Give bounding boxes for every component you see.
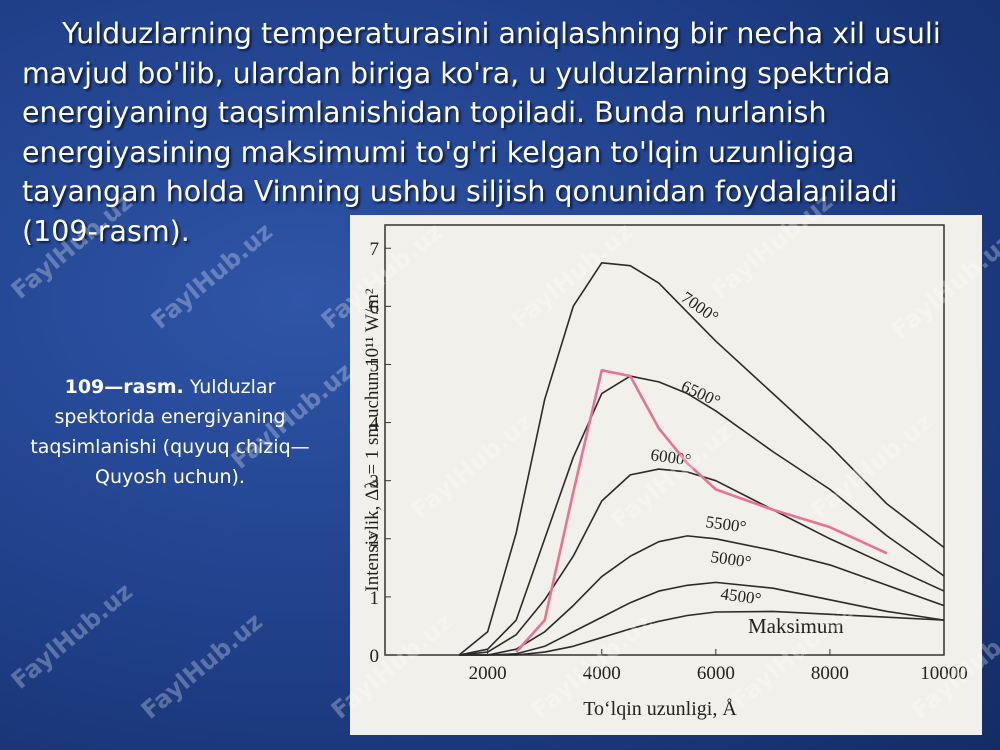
annotation: Maksimum (748, 614, 844, 638)
watermark: FaylHub.uz (6, 577, 138, 694)
caption: 109—rasm. Yulduzlar spektorida energiyan… (20, 372, 320, 492)
x-tick-label: 8000 (811, 663, 849, 684)
y-axis-label: Intensivlik, Δλ = 1 sm uchun 10¹¹ W/m² (362, 288, 383, 592)
caption-bold: 109—rasm. (64, 376, 184, 398)
y-tick-label: 3 (370, 472, 380, 493)
series-line (458, 261, 945, 656)
y-tick-label: 4 (370, 414, 380, 435)
y-tick-label: 6 (370, 297, 380, 318)
series-line (459, 581, 945, 656)
plot-frame (384, 224, 945, 656)
x-axis-label: To‘lqin uzunligi, Å (583, 698, 737, 720)
paragraph: Yulduzlarning temperaturasini aniqlashni… (22, 17, 941, 248)
x-tick-label: 2000 (469, 663, 507, 684)
series-line (459, 468, 945, 656)
figure: To‘lqin uzunligi, Å Intensivlik, Δλ = 1 … (350, 215, 982, 735)
y-tick-label: 5 (370, 355, 380, 376)
y-tick-label: 1 (370, 588, 380, 609)
x-tick-label: 10000 (920, 663, 968, 684)
figure-paper (350, 215, 982, 735)
caption-text: Yulduzlar spektorida energiyaning taqsim… (30, 376, 310, 488)
y-tick-label: 0 (370, 646, 380, 667)
series-line (459, 610, 945, 656)
series-line (458, 375, 945, 656)
y-tick-label: 7 (370, 239, 380, 260)
watermark: FaylHub.uz (136, 607, 268, 724)
x-tick-label: 6000 (697, 663, 735, 684)
series-line (515, 368, 888, 653)
y-tick-label: 2 (370, 530, 380, 551)
x-tick-label: 4000 (583, 663, 621, 684)
